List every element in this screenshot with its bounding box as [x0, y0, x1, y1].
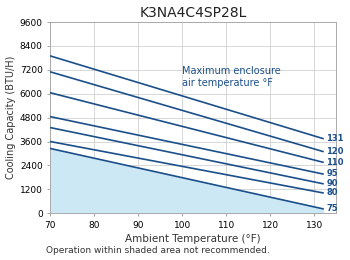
Text: 90: 90: [327, 179, 338, 188]
Text: 110: 110: [327, 158, 344, 167]
Text: Operation within shaded area not recommended.: Operation within shaded area not recomme…: [46, 246, 269, 255]
Text: 131: 131: [327, 134, 344, 143]
Text: 80: 80: [327, 188, 338, 197]
Text: 95: 95: [327, 170, 338, 178]
Text: 75: 75: [327, 204, 338, 213]
Text: Maximum enclosure
air temperature °F: Maximum enclosure air temperature °F: [182, 66, 281, 88]
Title: K3NA4C4SP28L: K3NA4C4SP28L: [140, 5, 247, 19]
Y-axis label: Cooling Capacity (BTU/H): Cooling Capacity (BTU/H): [6, 56, 15, 179]
X-axis label: Ambient Temperature (°F): Ambient Temperature (°F): [125, 234, 261, 244]
Text: 120: 120: [327, 147, 344, 156]
